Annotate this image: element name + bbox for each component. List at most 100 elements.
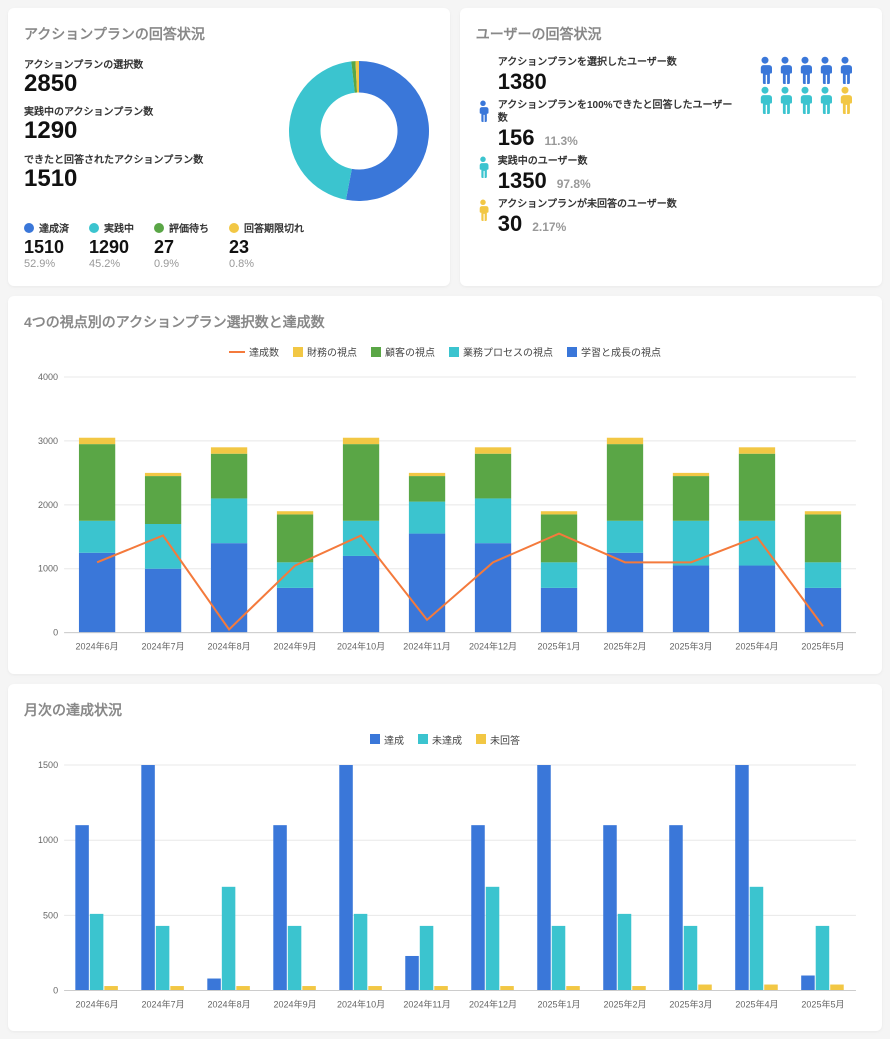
legend-item: 評価待ち 27 0.9% xyxy=(154,220,209,270)
bar-segment xyxy=(475,454,511,499)
metric-label: 実践中のアクションプラン数 xyxy=(24,103,268,118)
bar xyxy=(816,926,830,991)
bar xyxy=(273,825,287,990)
card-title: ユーザーの回答状況 xyxy=(476,24,866,44)
user-metric: 実践中のユーザー数 1350 97.8% xyxy=(476,155,740,194)
legend-item: 業務プロセスの視点 xyxy=(449,344,553,359)
bar xyxy=(486,886,500,990)
bar-segment xyxy=(805,511,841,514)
bar-segment xyxy=(277,511,313,514)
metric-value: 1510 xyxy=(24,166,268,192)
grouped-bar-chart: 0500100015002024年6月2024年7月2024年8月2024年9月… xyxy=(24,755,866,1016)
svg-text:2025年2月: 2025年2月 xyxy=(603,641,646,652)
bar-segment xyxy=(739,454,775,521)
metric-label: アクションプランが未回答のユーザー数 xyxy=(498,198,740,211)
bar xyxy=(90,914,104,991)
legend-pct: 0.8% xyxy=(229,258,304,270)
legend-label: 業務プロセスの視点 xyxy=(463,344,553,359)
person-icon xyxy=(476,199,490,226)
metric-pct: 97.8% xyxy=(557,177,591,191)
svg-text:2024年8月: 2024年8月 xyxy=(208,641,251,652)
legend-square xyxy=(476,734,486,744)
svg-text:1000: 1000 xyxy=(38,564,58,574)
bar-segment xyxy=(805,514,841,562)
bar xyxy=(801,975,815,990)
user-metrics: アクションプランを選択したユーザー数 1380 アクションプランを100%できた… xyxy=(476,56,740,241)
metric: できたと回答されたアクションプラン数 1510 xyxy=(24,151,268,192)
bar-segment xyxy=(211,447,247,453)
svg-text:1000: 1000 xyxy=(38,835,58,845)
user-metric: アクションプランが未回答のユーザー数 30 2.17% xyxy=(476,198,740,237)
metric-value: 1350 xyxy=(498,168,547,194)
donut-legend: 達成済 1510 52.9% 実践中 1290 45.2% 評価待ち 27 0.… xyxy=(24,220,434,270)
svg-text:2025年2月: 2025年2月 xyxy=(603,998,646,1009)
bar xyxy=(170,986,184,991)
svg-text:2024年7月: 2024年7月 xyxy=(142,641,185,652)
svg-text:2025年5月: 2025年5月 xyxy=(801,998,844,1009)
svg-text:2024年7月: 2024年7月 xyxy=(142,998,185,1009)
svg-text:2025年3月: 2025年3月 xyxy=(669,641,712,652)
svg-text:2025年1月: 2025年1月 xyxy=(537,998,580,1009)
legend-item: 実践中 1290 45.2% xyxy=(89,220,134,270)
legend-pct: 45.2% xyxy=(89,258,134,270)
svg-text:2024年6月: 2024年6月 xyxy=(76,641,119,652)
bar-segment xyxy=(541,562,577,588)
donut-slice xyxy=(289,61,355,199)
bar xyxy=(420,926,434,991)
legend-square xyxy=(370,734,380,744)
bar-segment xyxy=(409,502,445,534)
bar xyxy=(75,825,89,990)
svg-text:2024年12月: 2024年12月 xyxy=(469,641,517,652)
svg-text:2000: 2000 xyxy=(38,500,58,510)
legend-dot xyxy=(89,223,99,233)
bar-segment xyxy=(409,473,445,476)
bar-segment xyxy=(277,514,313,562)
bar-segment xyxy=(277,588,313,633)
bar xyxy=(830,984,844,990)
legend-item: 財務の視点 xyxy=(293,344,357,359)
legend-label: 顧客の視点 xyxy=(385,344,435,359)
svg-text:0: 0 xyxy=(53,985,58,995)
legend-dot xyxy=(229,223,239,233)
person-icon xyxy=(476,100,490,127)
bar-segment xyxy=(475,498,511,543)
legend-value: 1290 xyxy=(89,237,134,258)
metric-value: 156 xyxy=(498,125,535,151)
bar-segment xyxy=(673,476,709,521)
bar xyxy=(684,926,698,991)
legend-square xyxy=(293,347,303,357)
chart-legend: 達成数財務の視点顧客の視点業務プロセスの視点学習と成長の視点 xyxy=(24,344,866,359)
svg-text:2025年5月: 2025年5月 xyxy=(801,641,844,652)
bar xyxy=(354,914,368,991)
svg-text:2024年9月: 2024年9月 xyxy=(274,998,317,1009)
svg-text:2025年1月: 2025年1月 xyxy=(537,641,580,652)
bar-segment xyxy=(541,511,577,514)
svg-text:2024年9月: 2024年9月 xyxy=(274,641,317,652)
legend-item: 達成済 1510 52.9% xyxy=(24,220,69,270)
metric-label: できたと回答されたアクションプラン数 xyxy=(24,151,268,166)
legend-label: 達成済 xyxy=(39,220,69,235)
bar-segment xyxy=(343,444,379,521)
svg-text:3000: 3000 xyxy=(38,436,58,446)
bar-segment xyxy=(79,553,115,633)
legend-line xyxy=(229,351,245,353)
legend-label: 未達成 xyxy=(432,732,462,747)
bar-segment xyxy=(739,566,775,633)
bar-segment xyxy=(541,588,577,633)
svg-text:2024年6月: 2024年6月 xyxy=(76,998,119,1009)
legend-label: 未回答 xyxy=(490,732,520,747)
legend-item: 未達成 xyxy=(418,732,462,747)
bar-segment xyxy=(145,569,181,633)
line-series xyxy=(97,534,823,630)
svg-text:2024年11月: 2024年11月 xyxy=(403,998,450,1009)
legend-square xyxy=(567,347,577,357)
people-icons xyxy=(756,56,866,241)
card-title: 月次の達成状況 xyxy=(24,700,866,720)
bar-segment xyxy=(145,476,181,524)
bar xyxy=(434,986,448,991)
metric-pct: 2.17% xyxy=(532,220,566,234)
bar-segment xyxy=(607,521,643,553)
donut-chart xyxy=(284,56,434,206)
bar xyxy=(735,765,749,991)
bar-segment xyxy=(607,553,643,633)
